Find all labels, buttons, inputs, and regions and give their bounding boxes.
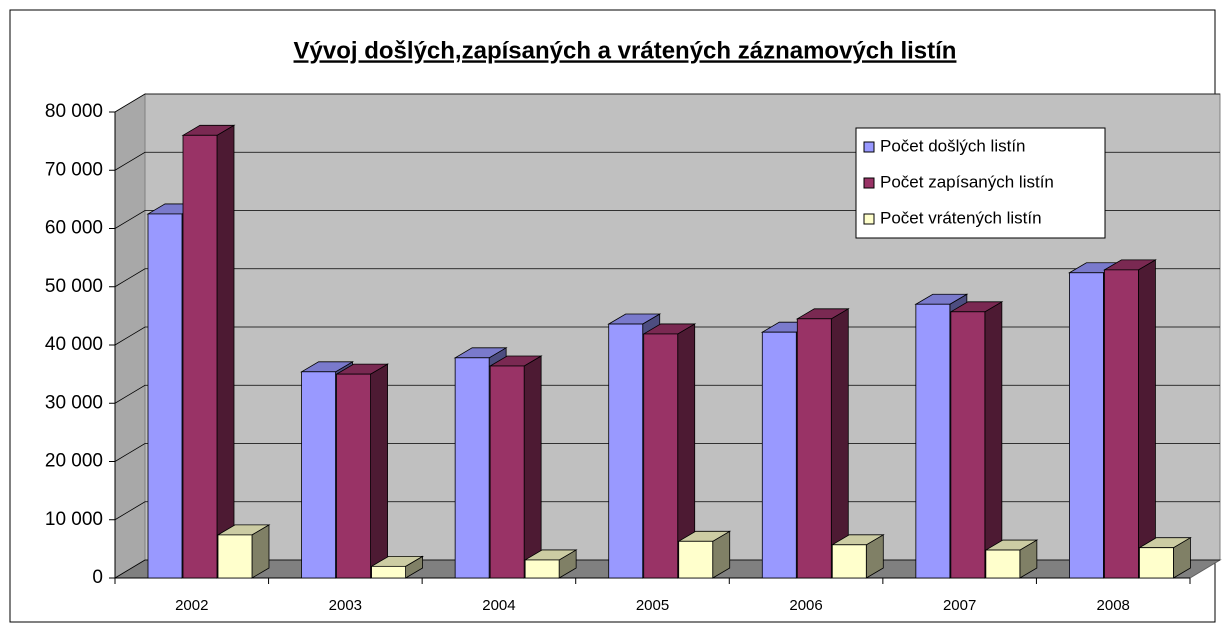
bar — [489, 365, 525, 579]
y-tick-label: 20 000 — [45, 451, 103, 472]
y-tick-label: 50 000 — [45, 276, 103, 297]
x-tick-label: 2008 — [1097, 597, 1130, 614]
bar — [371, 565, 406, 579]
bar — [301, 371, 336, 579]
bar-side — [523, 355, 542, 579]
legend-label: Počet zapísaných listín — [880, 172, 1054, 191]
grid-line — [114, 501, 1220, 521]
legend-box — [855, 127, 1106, 239]
bar — [524, 559, 560, 579]
grid-line — [114, 93, 1220, 113]
grid-line — [114, 443, 1220, 462]
legend: Počet došlých listín Počet zapísaných lis… — [855, 127, 1106, 239]
bar — [336, 373, 371, 579]
x-tick-label: 2004 — [482, 597, 515, 614]
bar — [608, 323, 644, 579]
x-tick-label: 2007 — [943, 597, 976, 614]
x-tick-label: 2005 — [636, 597, 669, 614]
bar — [217, 534, 253, 579]
bar — [1069, 272, 1104, 579]
bar — [1104, 269, 1139, 579]
grid-line — [114, 384, 1220, 404]
bar — [643, 333, 679, 579]
legend-label: Počet vrátených listín — [880, 208, 1042, 227]
y-tick-label: 70 000 — [45, 159, 103, 180]
legend-swatch — [863, 141, 875, 153]
bar — [761, 331, 797, 579]
bar-side — [984, 301, 1003, 579]
bar — [147, 213, 183, 579]
y-tick-label: 10 000 — [45, 509, 103, 530]
bar — [454, 357, 490, 579]
bar — [678, 540, 714, 579]
legend-swatch — [863, 213, 875, 225]
x-tick-label: 2002 — [175, 597, 208, 614]
legend-label: Počet došlých listín — [880, 136, 1026, 155]
bar — [796, 318, 832, 579]
bar — [950, 311, 986, 579]
y-tick-label: 60 000 — [45, 218, 103, 239]
x-tick-label: 2003 — [329, 597, 362, 614]
bar-side — [1138, 259, 1156, 579]
chart-title: Vývoj došlých,zapísaných a vrátených záz… — [294, 37, 957, 64]
bar — [182, 134, 218, 579]
bar — [831, 544, 867, 579]
y-tick-label: 0 — [92, 567, 103, 588]
bar — [985, 549, 1021, 579]
grid-line — [114, 268, 1220, 288]
bar — [1139, 547, 1174, 579]
bar — [915, 303, 951, 579]
y-tick-label: 30 000 — [45, 392, 103, 413]
bar-side — [216, 124, 235, 579]
x-tick-label: 2006 — [789, 597, 822, 614]
grid-line — [114, 326, 1220, 346]
y-tick-label: 80 000 — [45, 101, 103, 122]
bar-side — [370, 363, 388, 579]
y-tick-label: 40 000 — [45, 334, 103, 355]
legend-swatch — [863, 177, 875, 189]
